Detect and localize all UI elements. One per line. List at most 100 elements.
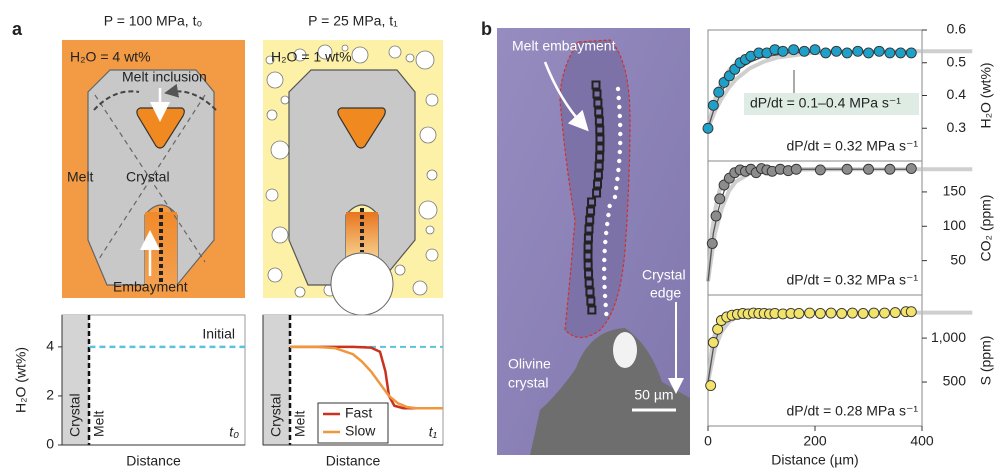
data-point <box>707 99 719 111</box>
y-tick-label: 4 <box>46 338 54 354</box>
data-point <box>905 163 917 175</box>
x-axis-label: Distance (µm) <box>771 452 858 468</box>
image-label: Olivine <box>508 356 551 372</box>
y-tick-label: 0 <box>46 436 54 452</box>
analysis-spot <box>593 179 603 189</box>
scale-bar-label: 50 µm <box>634 387 673 403</box>
composition-label: H₂O = 4 wt% <box>70 49 151 65</box>
analysis-spot <box>583 251 593 261</box>
y-axis-label: H₂O (wt%) <box>978 62 994 128</box>
y-axis-label: H₂O (wt%) <box>13 347 29 413</box>
bubble <box>405 53 415 63</box>
analysis-spot <box>617 122 623 128</box>
region-label: Melt <box>292 410 308 437</box>
time-label: t₁ <box>429 424 438 440</box>
bubble <box>418 200 438 220</box>
diagram-label: Embayment <box>113 279 188 295</box>
analysis-spot <box>595 143 605 153</box>
legend-label: Slow <box>345 423 376 439</box>
y-tick-label: 100 <box>943 217 967 233</box>
data-point <box>905 306 917 318</box>
data-point <box>793 308 805 319</box>
y-tick-label: 1,000 <box>931 329 966 345</box>
analysis-spot <box>595 125 605 135</box>
data-point <box>868 307 880 319</box>
analysis-spot <box>603 302 608 308</box>
data-point <box>852 45 864 57</box>
analysis-spot <box>584 269 594 279</box>
micrograph <box>497 28 690 455</box>
line-label: Initial <box>202 326 235 342</box>
image-label: Melt embayment <box>512 38 616 54</box>
legend-box <box>317 402 389 444</box>
data-point <box>713 86 725 98</box>
data-point <box>820 47 832 59</box>
data-point <box>825 307 837 319</box>
image-label: edge <box>650 285 681 301</box>
y-tick-label: 2 <box>46 387 54 403</box>
data-point <box>777 45 789 57</box>
data-point <box>879 307 890 319</box>
data-point <box>905 47 917 59</box>
bubble <box>270 140 290 160</box>
data-point <box>705 380 717 392</box>
bubble <box>280 95 290 105</box>
analysis-spot <box>585 287 595 297</box>
line-series <box>290 345 443 410</box>
bubble <box>265 188 279 202</box>
analysis-spot <box>593 98 603 108</box>
diagram-title: P = 25 MPa, t₁ <box>308 13 398 29</box>
bubble <box>267 267 283 283</box>
analysis-spot <box>604 311 609 317</box>
annotation: dP/dt = 0.32 MPa s⁻¹ <box>786 138 918 154</box>
bubble <box>415 50 435 70</box>
diagram-right <box>263 40 443 316</box>
x-tick-label: 400 <box>910 433 934 449</box>
y-tick-label: 0.5 <box>947 53 967 69</box>
bubble <box>265 55 275 65</box>
bubble <box>271 226 289 244</box>
analysis-spot <box>615 176 620 182</box>
y-tick-label: 0.3 <box>947 119 967 135</box>
bubble <box>266 71 284 89</box>
data-point <box>710 210 722 222</box>
bubble <box>294 286 306 298</box>
analysis-spot <box>615 86 621 92</box>
analysis-spot <box>602 275 607 281</box>
annotation-box <box>744 93 919 115</box>
analysis-spot <box>587 197 597 207</box>
x-axis-label: Distance <box>126 453 181 469</box>
analysis-spot <box>616 167 621 173</box>
data-point <box>830 45 842 57</box>
diagram-label: Melt inclusion <box>122 69 207 85</box>
analysis-spot <box>602 248 607 254</box>
data-point <box>814 164 826 176</box>
analysis-spot <box>614 185 619 191</box>
plot-frame <box>707 160 923 296</box>
x-tick-label: 0 <box>704 433 712 449</box>
analysis-spot <box>593 170 603 180</box>
diagram-title: P = 100 MPa, t₀ <box>104 13 203 29</box>
data-point <box>863 163 874 175</box>
legend-label: Fast <box>345 405 372 421</box>
panel-label: a <box>12 19 23 39</box>
analysis-spot <box>592 188 602 198</box>
bubble <box>388 45 402 59</box>
diagram-label: Crystal <box>126 169 170 185</box>
bubble <box>412 280 428 296</box>
analysis-spot <box>583 233 593 243</box>
time-label: t₀ <box>229 424 239 440</box>
analysis-spot <box>595 134 605 144</box>
analysis-spot <box>595 152 605 162</box>
analysis-spot <box>617 104 622 110</box>
analysis-spot <box>584 224 594 234</box>
annotation: dP/dt = 0.28 MPa s⁻¹ <box>786 403 918 419</box>
data-point <box>788 44 800 56</box>
analysis-spot <box>602 293 608 299</box>
data-point <box>809 44 821 56</box>
region-label: Melt <box>91 410 107 437</box>
data-point <box>814 308 826 319</box>
analysis-spot <box>617 158 622 164</box>
analysis-spot <box>583 242 593 252</box>
y-tick-label: 0.6 <box>947 21 967 37</box>
